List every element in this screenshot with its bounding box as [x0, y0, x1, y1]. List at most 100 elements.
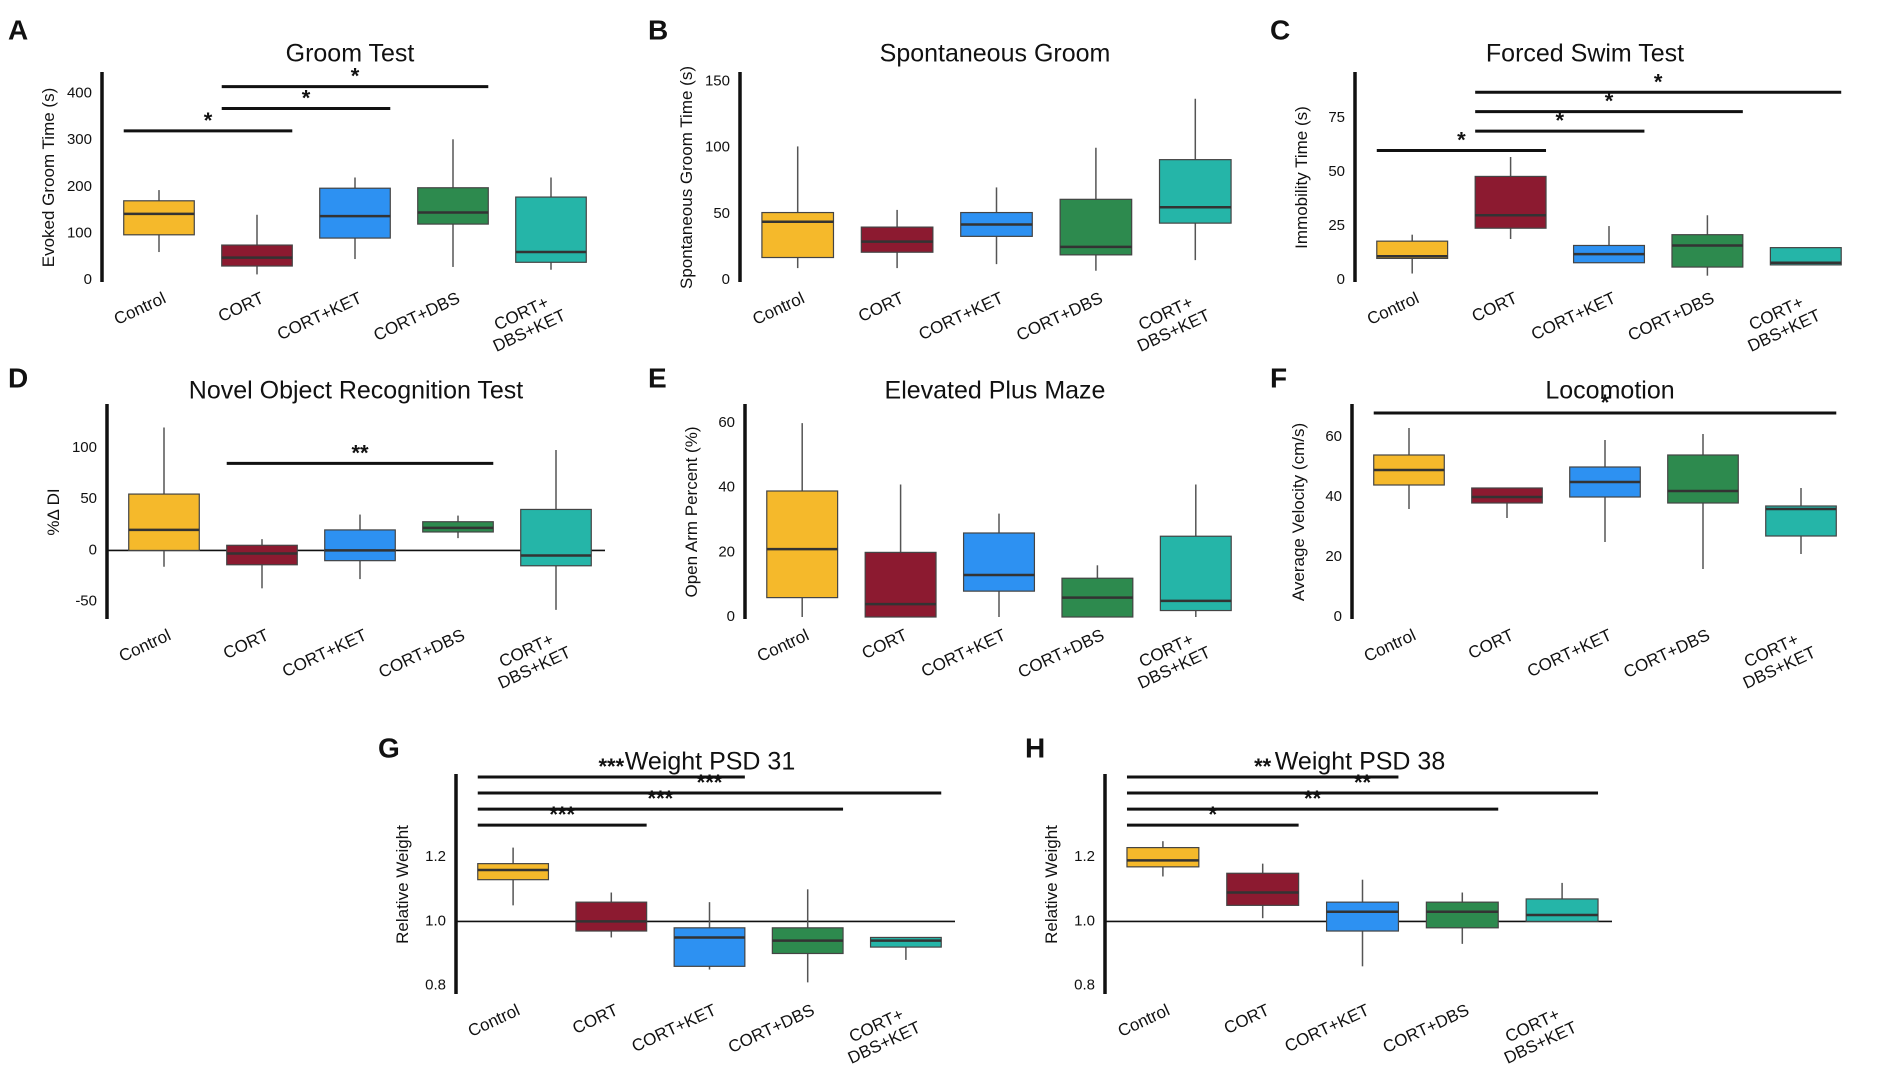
category-label: CORT+DBS [1621, 625, 1713, 681]
chart-title: Elevated Plus Maze [885, 377, 1106, 405]
panel-label: A [8, 14, 28, 45]
category-label: CORT+KET [1524, 625, 1614, 681]
category-label: CORT+KET [279, 625, 369, 681]
y-axis-label: Average Velocity (cm/s) [1289, 423, 1308, 601]
box-cort [221, 244, 293, 267]
significance-label: ** [1354, 770, 1372, 795]
y-tick-label: 1.2 [425, 848, 446, 865]
category-label: CORT+KET [916, 288, 1006, 344]
y-axis-label: Open Arm Percent (%) [682, 426, 701, 597]
category-label: CORT+DBS+KET [1737, 288, 1824, 355]
box-cort-dbs-ket [1765, 505, 1837, 537]
box-cort-dbs [1425, 901, 1499, 929]
panel-g: G Weight PSD 31 Relative Weight 0.8 1.0 1.2 **… [378, 732, 955, 1068]
chart-title: Locomotion [1545, 377, 1674, 405]
y-tick-label: 0.8 [1074, 977, 1095, 994]
box-cort-dbs [1667, 454, 1739, 504]
category-label: CORT+DBS [1015, 625, 1107, 681]
box-cort [1474, 175, 1547, 229]
y-tick-label: 40 [1325, 488, 1342, 505]
y-tick-label: 100 [72, 439, 97, 456]
significance-label: * [302, 86, 311, 111]
panel-d: D Novel Object Recognition Test %Δ DI -50 0 5… [8, 362, 605, 693]
panel-b: B Spontaneous Groom Spontaneous Groom Time… [648, 14, 1232, 356]
category-label: CORT+DBS+KET [482, 288, 569, 355]
category-label: CORT+KET [1528, 288, 1618, 344]
significance-label: * [1209, 802, 1218, 827]
y-tick-label: 0 [722, 271, 730, 288]
box-control [477, 863, 550, 881]
category-label: CORT+DBS+KET [1732, 625, 1819, 692]
y-tick-label: 100 [705, 139, 730, 156]
y-tick-label: 75 [1328, 109, 1345, 126]
y-tick-label: 0.8 [425, 977, 446, 994]
category-label: CORT [1221, 1000, 1272, 1037]
significance-label: *** [697, 770, 723, 795]
box-control [1126, 846, 1200, 868]
category-label: CORT+DBS [376, 625, 468, 681]
category-label: CORT+KET [918, 625, 1008, 681]
panel-label: H [1025, 732, 1045, 763]
category-label: Control [754, 625, 812, 665]
y-tick-label: -50 [75, 593, 97, 610]
y-tick-label: 25 [1328, 217, 1345, 234]
significance-label: * [1457, 128, 1466, 153]
box-cort-dbs-ket [1159, 535, 1232, 612]
box-cort-ket [962, 532, 1036, 592]
category-label: CORT+DBS [1625, 288, 1717, 344]
category-label: CORT [1465, 625, 1516, 662]
y-tick-label: 0 [84, 271, 92, 288]
y-tick-label: 0 [1337, 271, 1345, 288]
significance-label: ** [351, 440, 369, 465]
panel-e: E Elevated Plus Maze Open Arm Percent (%) 0… [648, 362, 1232, 693]
y-tick-label: 20 [718, 543, 735, 560]
y-tick-label: 400 [67, 85, 92, 102]
box-cort-ket [319, 187, 391, 239]
box-control [761, 211, 835, 259]
y-axis-label: Relative Weight [393, 825, 412, 944]
panel-label: B [648, 14, 668, 45]
category-label: CORT [215, 288, 266, 325]
y-tick-label: 1.2 [1074, 848, 1095, 865]
category-label: CORT+DBS [371, 288, 463, 344]
panel-f: F Locomotion Average Velocity (cm/s) 0 20 40 6… [1270, 362, 1837, 693]
y-tick-label: 50 [80, 490, 97, 507]
panel-label: G [378, 732, 400, 763]
panel-label: C [1270, 14, 1290, 45]
category-label: CORT [1469, 288, 1520, 325]
box-cort-dbs-ket [1769, 247, 1842, 266]
chart-title: Weight PSD 31 [625, 748, 795, 776]
y-tick-label: 1.0 [425, 912, 446, 929]
category-label: CORT+DBS+KET [1127, 625, 1214, 692]
box-cort-dbs [1059, 198, 1133, 256]
category-label: CORT+KET [274, 288, 364, 344]
y-tick-label: 40 [718, 479, 735, 496]
box-cort-dbs-ket [1158, 159, 1232, 224]
significance-label: * [1605, 89, 1614, 114]
box-cort-ket [673, 927, 746, 967]
category-label: Control [1115, 1000, 1173, 1040]
box-cort [1471, 487, 1543, 504]
category-label: CORT [859, 625, 910, 662]
y-tick-label: 60 [718, 414, 735, 431]
category-label: CORT+DBS [725, 1000, 817, 1056]
category-label: CORT+DBS+KET [487, 625, 574, 692]
box-cort [864, 551, 937, 618]
y-tick-label: 20 [1325, 548, 1342, 565]
box-cort-dbs [417, 187, 489, 225]
box-cort-dbs-ket [1525, 898, 1599, 923]
box-cort [860, 226, 934, 253]
panel-c: C Forced Swim Test Immobility Time (s) 0 25 5… [1270, 14, 1842, 356]
panel-a: A Groom Test Evoked Groom Time (s) 0 100 200 3… [8, 14, 587, 356]
y-tick-label: 100 [67, 224, 92, 241]
y-axis-label: %Δ DI [44, 488, 63, 535]
category-label: Control [1361, 625, 1419, 665]
box-cort-dbs-ket [520, 508, 592, 567]
category-label: Control [111, 288, 169, 328]
significance-label: * [204, 108, 213, 133]
category-label: Control [465, 1000, 523, 1040]
significance-label: ** [1304, 786, 1322, 811]
chart-title: Forced Swim Test [1486, 40, 1684, 68]
box-control [128, 493, 200, 552]
